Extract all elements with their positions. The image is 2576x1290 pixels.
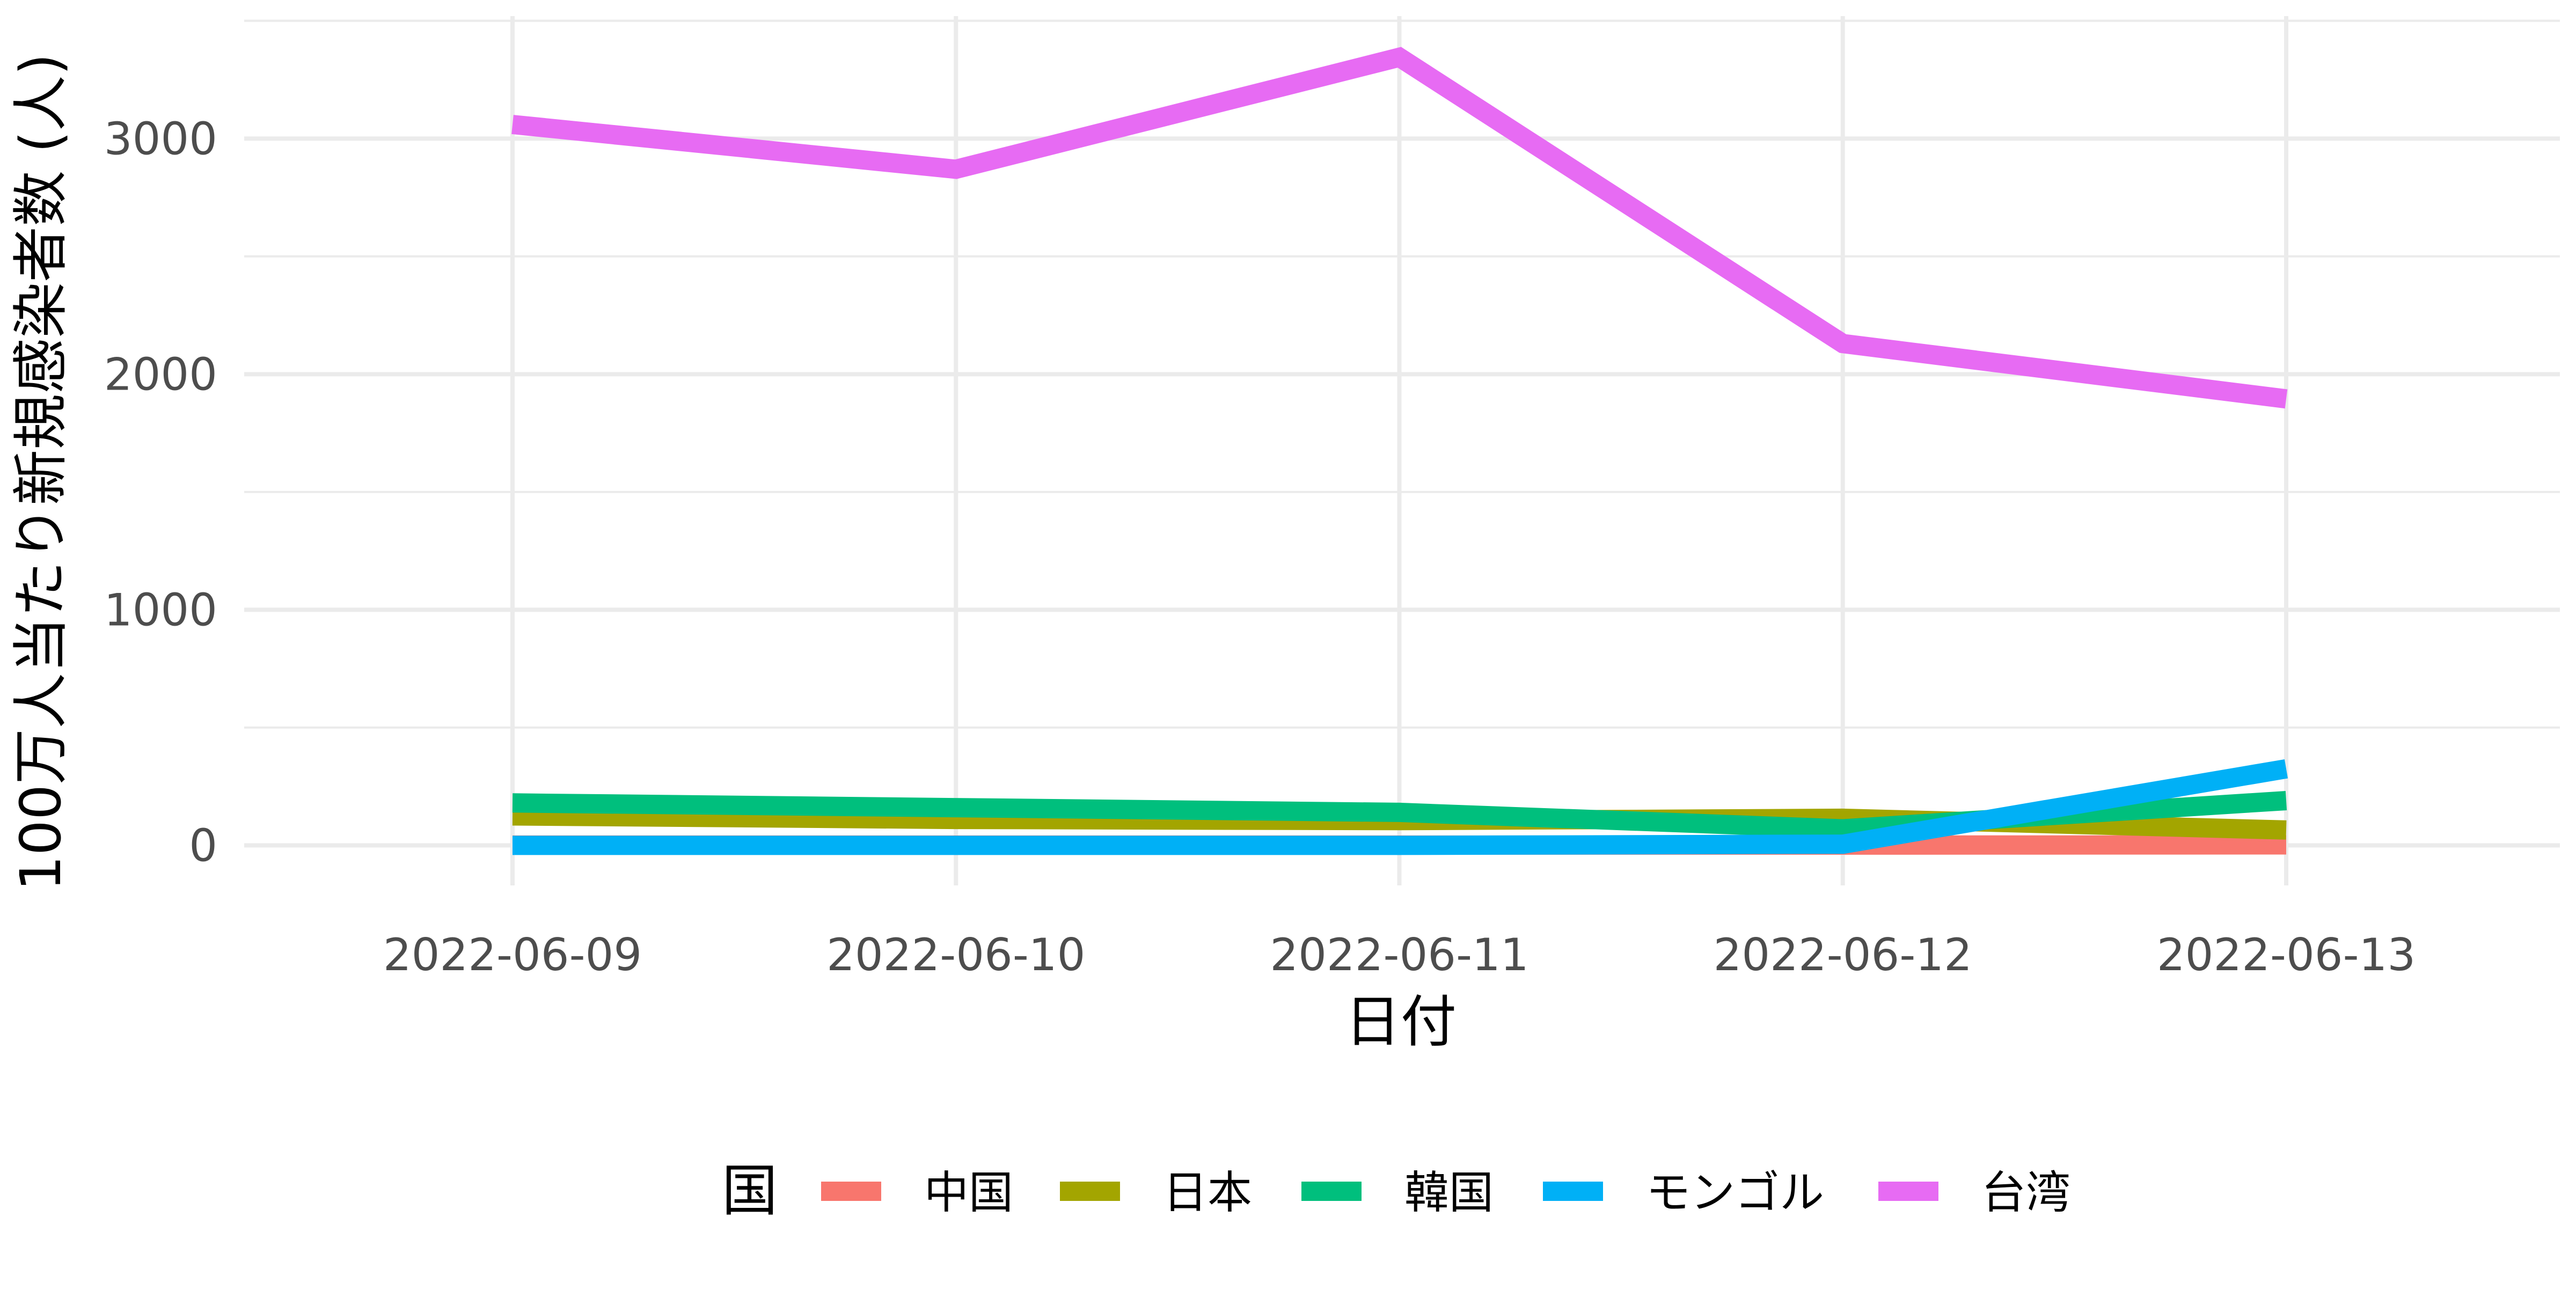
- legend-swatch: [821, 1182, 881, 1201]
- x-axis-title: 日付: [1345, 989, 1457, 1054]
- legend-title: 国: [722, 1158, 778, 1223]
- legend-label: 韓国: [1404, 1167, 1494, 1219]
- x-tick-label: 2022-06-10: [826, 929, 1085, 981]
- legend-label: 中国: [924, 1167, 1013, 1219]
- legend-swatch: [1543, 1182, 1603, 1201]
- y-tick-label: 0: [189, 819, 217, 871]
- x-tick-label: 2022-06-09: [383, 929, 642, 981]
- y-tick-label: 2000: [104, 348, 217, 400]
- legend-swatch: [1060, 1182, 1120, 1201]
- x-tick-label: 2022-06-13: [2157, 929, 2416, 981]
- y-axis-tick-labels: 0 1000 2000 3000: [104, 113, 217, 871]
- legend-label: 日本: [1163, 1167, 1252, 1219]
- legend-swatch: [1878, 1182, 1938, 1201]
- major-gridlines: [244, 16, 2560, 885]
- x-axis-tick-labels: 2022-06-09 2022-06-10 2022-06-11 2022-06-12…: [383, 929, 2416, 981]
- legend-label: モンゴル: [1646, 1167, 1824, 1219]
- y-tick-label: 3000: [104, 113, 217, 165]
- y-axis-title: 100万人当たり新規感染者数 (人): [8, 54, 74, 891]
- legend-label: 台湾: [1981, 1167, 2070, 1219]
- y-tick-label: 1000: [104, 584, 217, 636]
- x-tick-label: 2022-06-12: [1714, 929, 1972, 981]
- x-tick-label: 2022-06-11: [1270, 929, 1528, 981]
- legend: 国 中国 日本 韓国 モンゴル 台湾: [722, 1158, 2070, 1223]
- legend-items: 中国 日本 韓国 モンゴル 台湾: [821, 1167, 2070, 1219]
- legend-swatch: [1301, 1182, 1362, 1201]
